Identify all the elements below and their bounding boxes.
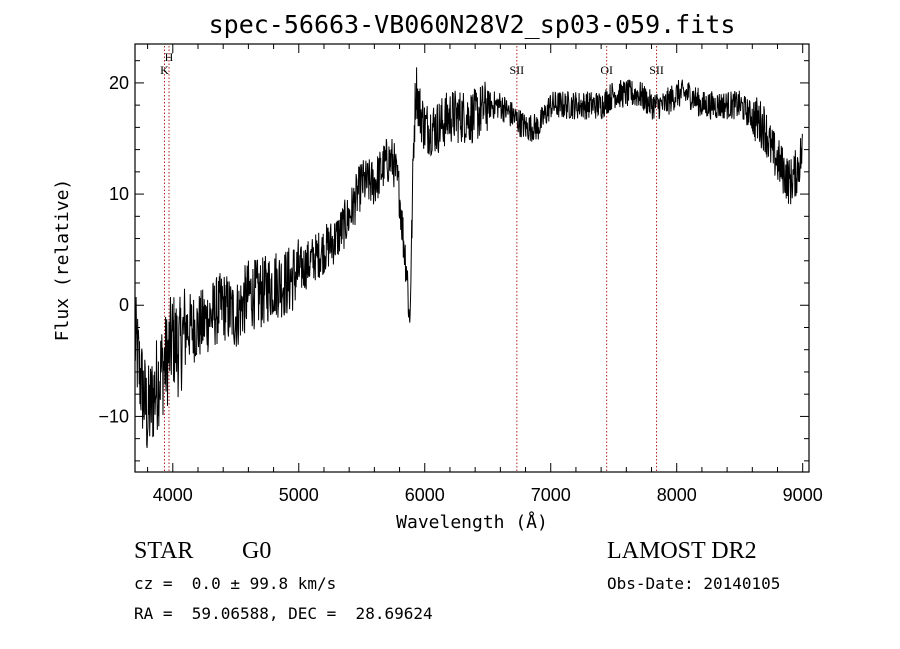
spectrum-series — [134, 67, 803, 448]
y-tick-label: 0 — [119, 295, 129, 315]
obs-date-text: Obs-Date: 20140105 — [607, 574, 781, 593]
subclass: G0 — [242, 538, 272, 564]
x-tick-label: 8000 — [657, 485, 697, 505]
x-axis-label: Wavelength (Å) — [396, 511, 548, 533]
line-marker-label: SII — [510, 63, 525, 77]
line-marker-label: SII — [649, 63, 664, 77]
x-tick-label: 4000 — [153, 485, 193, 505]
plot-frame — [134, 43, 810, 473]
y-tick-label: 10 — [109, 184, 129, 204]
chart-title: spec-56663-VB060N28V2_sp03-059.fits — [209, 10, 736, 39]
line-marker-label: H — [165, 50, 174, 64]
y-tick-label: −10 — [98, 406, 129, 426]
x-tick-label: 9000 — [783, 485, 823, 505]
y-tick-label: 20 — [109, 73, 129, 93]
spectrum-line — [134, 67, 803, 448]
object-class: STAR — [134, 538, 194, 564]
x-tick-label: 6000 — [405, 485, 445, 505]
y-axis-label: Flux (relative) — [52, 179, 73, 342]
line-marker-label: OI — [600, 63, 613, 77]
x-tick-label: 7000 — [531, 485, 571, 505]
x-axis-ticks: 4000 5000 6000 7000 8000 9000 — [147, 44, 823, 505]
line-marker-label: K — [160, 63, 169, 77]
x-tick-label: 5000 — [279, 485, 319, 505]
y-axis-ticks: −10 0 10 20 — [98, 60, 809, 462]
survey-name: LAMOST DR2 — [607, 538, 757, 564]
redshift-text: cz = 0.0 ± 99.8 km/s — [134, 574, 337, 593]
coordinates-text: RA = 59.06588, DEC = 28.69624 — [134, 604, 433, 623]
